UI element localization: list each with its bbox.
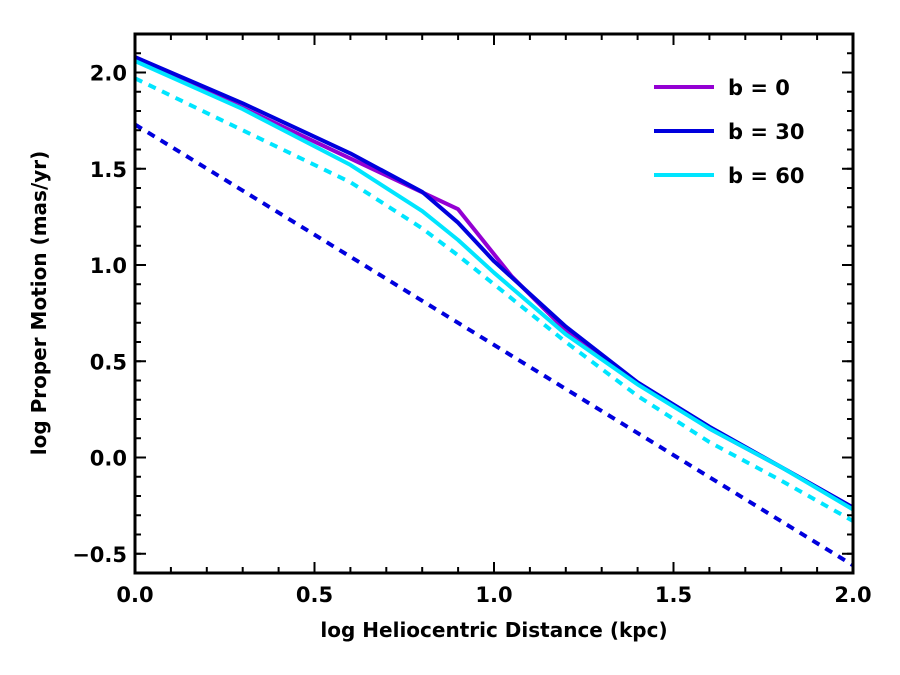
plot-frame [133,32,855,575]
y-tick-label: 0.0 [90,447,127,471]
x-tick-label: 1.0 [475,583,512,607]
x-tick-label: 0.5 [296,583,333,607]
series-line-3 [135,59,853,512]
legend-label: b = 0 [728,76,790,100]
x-tick-label: 2.0 [834,583,871,607]
y-axis-label: log Proper Motion (mas/yr) [27,151,51,456]
x-axis-label: log Heliocentric Distance (kpc) [320,618,667,642]
y-tick-label: 1.0 [90,254,127,278]
legend: b = 0 b = 30 b = 60 [654,76,804,188]
y-tick-label: 1.5 [90,158,127,182]
ticks-layer [134,33,854,574]
labels-layer: 0.0 0.5 1.0 1.5 2.0 −0.5 0.0 0.5 1.0 1.5 2.0 [72,62,871,608]
series-line-5 [135,122,853,568]
series-layer [135,55,853,568]
x-tick-label: 1.5 [655,583,692,607]
y-tick-label: 0.5 [90,350,127,374]
y-tick-label: −0.5 [72,543,127,567]
y-tick-label: 2.0 [90,62,127,86]
x-tick-label: 0.0 [116,583,153,607]
series-line-4 [135,76,853,523]
legend-label: b = 60 [728,164,804,188]
legend-label: b = 30 [728,120,804,144]
